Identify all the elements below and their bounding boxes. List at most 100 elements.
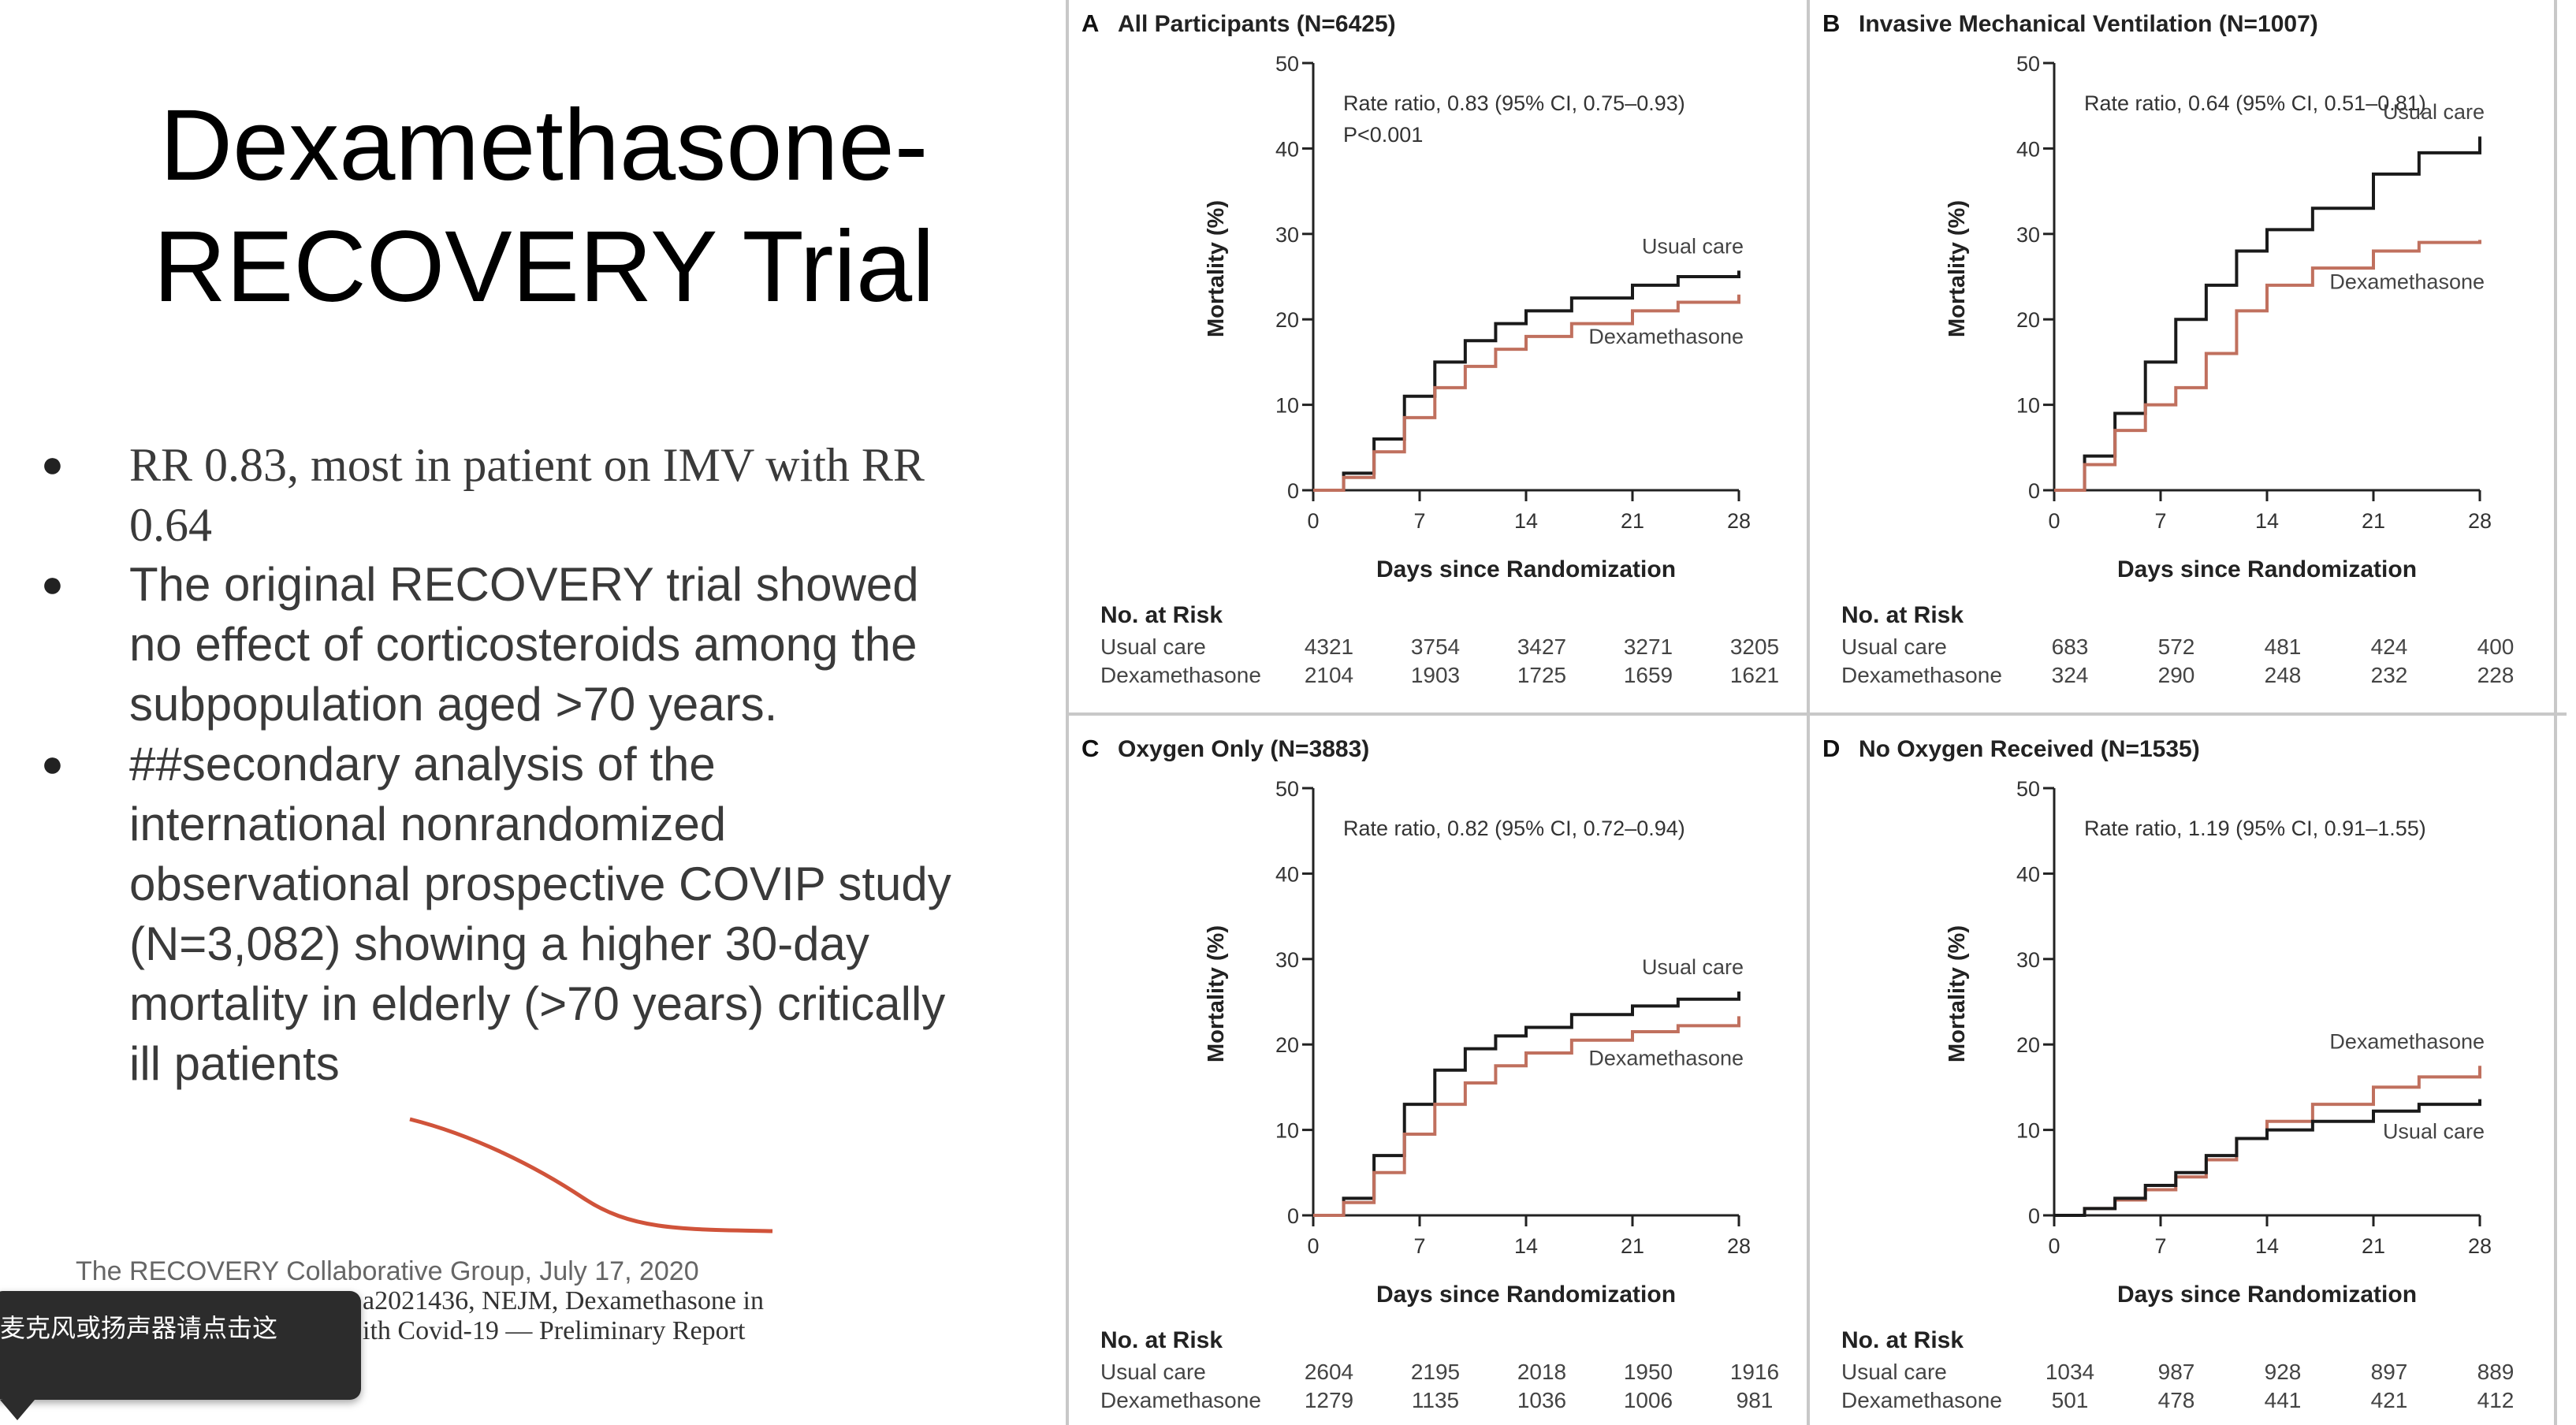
bullet-list: ● RR 0.83, most in patient on IMV with R… <box>35 435 965 1094</box>
risk-value: 412 <box>2477 1388 2515 1412</box>
pen-annotation <box>409 1117 773 1233</box>
y-tick-label: 10 <box>2016 394 2040 418</box>
annotation-stroke <box>409 1117 773 1233</box>
rate-ratio-annotation: P<0.001 <box>1343 123 1423 147</box>
y-tick-label: 0 <box>1287 1204 1299 1228</box>
risk-row-label: Usual care <box>1841 1360 1947 1384</box>
y-tick-label: 0 <box>1287 479 1299 503</box>
figure-svg: A All Participants (N=6425) 0 10 20 30 40 50 0 7 1… <box>1069 0 2567 1425</box>
y-tick-label: 50 <box>2016 52 2040 76</box>
risk-value: 424 <box>2371 634 2408 659</box>
bullet-dot-icon: ● <box>41 444 64 486</box>
y-tick-label: 10 <box>2016 1119 2040 1143</box>
risk-value: 928 <box>2265 1360 2302 1384</box>
x-tick-label: 14 <box>2255 1234 2279 1258</box>
risk-value: 501 <box>2052 1388 2089 1412</box>
km-curve-usual-care <box>1313 270 1740 492</box>
bullet-item: ● The original RECOVERY trial showed no … <box>35 555 965 735</box>
y-tick-label: 20 <box>1275 308 1299 332</box>
risk-value: 2195 <box>1411 1360 1460 1384</box>
x-tick-label: 7 <box>2154 509 2166 533</box>
risk-row-label: Dexamethasone <box>1100 1388 1261 1412</box>
risk-value: 248 <box>2265 663 2302 687</box>
panel-title: No Oxygen Received (N=1535) <box>1859 736 2200 762</box>
x-tick-label: 0 <box>2048 509 2060 533</box>
km-curve-dexamethasone <box>1313 1016 1740 1217</box>
slide-title-line-2: RECOVERY Trial <box>153 210 935 323</box>
y-tick-label: 40 <box>1275 862 1299 886</box>
y-tick-label: 20 <box>2016 308 2040 332</box>
x-axis-label: Days since Randomization <box>2117 1282 2417 1308</box>
panel-title: Invasive Mechanical Ventilation (N=1007) <box>1859 11 2318 37</box>
risk-value: 987 <box>2158 1360 2195 1384</box>
risk-table-title: No. at Risk <box>1100 602 1223 628</box>
x-tick-label: 7 <box>1413 1234 1425 1258</box>
risk-value: 3427 <box>1517 634 1566 659</box>
risk-value: 481 <box>2265 634 2302 659</box>
microphone-toast[interactable]: 麦克风或扬声器请点击这 <box>0 1291 361 1420</box>
x-tick-label: 7 <box>1413 509 1425 533</box>
risk-value: 3754 <box>1411 634 1460 659</box>
risk-value: 228 <box>2477 663 2515 687</box>
slide-title: Dexamethasone- RECOVERY Trial <box>32 85 1056 328</box>
bullet-text: The original RECOVERY trial showed no ef… <box>129 558 919 731</box>
panel-title: All Participants (N=6425) <box>1118 11 1396 37</box>
risk-value: 897 <box>2371 1360 2408 1384</box>
slide-title-line-1: Dexamethasone- <box>159 89 929 202</box>
risk-row-label: Dexamethasone <box>1100 663 1261 687</box>
risk-value: 981 <box>1737 1388 1774 1412</box>
y-tick-label: 30 <box>2016 948 2040 972</box>
risk-value: 2018 <box>1517 1360 1566 1384</box>
panel-letter: C <box>1081 735 1099 762</box>
y-tick-label: 0 <box>2028 1204 2040 1228</box>
risk-value: 3271 <box>1624 634 1673 659</box>
risk-row-label: Usual care <box>1100 1360 1206 1384</box>
y-axis-label: Mortality (%) <box>1945 200 1970 337</box>
x-tick-label: 0 <box>1307 1234 1319 1258</box>
x-tick-label: 0 <box>2048 1234 2060 1258</box>
rate-ratio-annotation: Rate ratio, 1.19 (95% CI, 0.91–1.55) <box>2084 817 2426 840</box>
series-label: Dexamethasone <box>2329 270 2485 293</box>
risk-value: 1135 <box>1412 1388 1459 1412</box>
toast-text: 麦克风或扬声器请点击这 <box>0 1313 278 1343</box>
x-tick-label: 28 <box>1727 1234 1751 1258</box>
risk-value: 2604 <box>1305 1360 1353 1384</box>
panel-letter: A <box>1081 9 1099 37</box>
x-tick-label: 28 <box>2468 509 2492 533</box>
risk-value: 2104 <box>1305 663 1353 687</box>
y-axis-label: Mortality (%) <box>1204 200 1229 337</box>
panel-title: Oxygen Only (N=3883) <box>1118 736 1369 762</box>
reference-line: ith Covid-19 — Preliminary Report <box>363 1316 746 1345</box>
y-tick-label: 30 <box>1275 223 1299 247</box>
y-tick-label: 20 <box>2016 1033 2040 1057</box>
y-tick-label: 30 <box>1275 948 1299 972</box>
risk-value: 889 <box>2477 1360 2515 1384</box>
km-curve-usual-care <box>2054 136 2481 492</box>
x-tick-label: 7 <box>2154 1234 2166 1258</box>
bullet-text: ##secondary analysis of the internationa… <box>129 738 951 1090</box>
y-axis-label: Mortality (%) <box>1204 925 1229 1062</box>
risk-value: 478 <box>2158 1388 2195 1412</box>
risk-value: 1950 <box>1624 1360 1673 1384</box>
rate-ratio-annotation: Rate ratio, 0.82 (95% CI, 0.72–0.94) <box>1343 817 1685 840</box>
reference-citation: The RECOVERY Collaborative Group, July 1… <box>76 1256 895 1346</box>
x-tick-label: 28 <box>2468 1234 2492 1258</box>
risk-value: 1916 <box>1730 1360 1779 1384</box>
risk-value: 421 <box>2371 1388 2408 1412</box>
reference-line: a2021436, NEJM, Dexamethasone in <box>363 1286 764 1315</box>
risk-value: 683 <box>2052 634 2089 659</box>
x-tick-label: 21 <box>2362 509 2385 533</box>
risk-value: 1903 <box>1411 663 1460 687</box>
x-tick-label: 21 <box>2362 1234 2385 1258</box>
risk-row-label: Usual care <box>1841 634 1947 659</box>
y-tick-label: 10 <box>1275 1119 1299 1143</box>
y-tick-label: 20 <box>1275 1033 1299 1057</box>
x-axis-label: Days since Randomization <box>1376 556 1676 582</box>
x-tick-label: 0 <box>1307 509 1319 533</box>
risk-row-label: Usual care <box>1100 634 1206 659</box>
y-tick-label: 40 <box>2016 862 2040 886</box>
y-tick-label: 50 <box>1275 52 1299 76</box>
toast-tail-icon <box>0 1400 35 1420</box>
risk-value: 441 <box>2265 1388 2302 1412</box>
risk-value: 1621 <box>1730 663 1779 687</box>
